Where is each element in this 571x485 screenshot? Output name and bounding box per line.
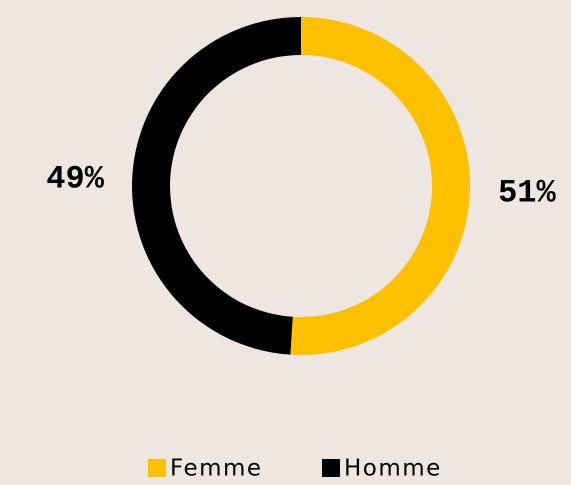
legend-swatch (148, 459, 166, 477)
pie-slice (290, 17, 470, 355)
legend-label: Homme (344, 456, 442, 482)
pie-slice (131, 17, 301, 355)
legend-swatch (322, 459, 340, 477)
value-label: 49% (46, 160, 104, 197)
value-label: 51% (498, 175, 556, 212)
legend-label: Femme (170, 456, 263, 482)
